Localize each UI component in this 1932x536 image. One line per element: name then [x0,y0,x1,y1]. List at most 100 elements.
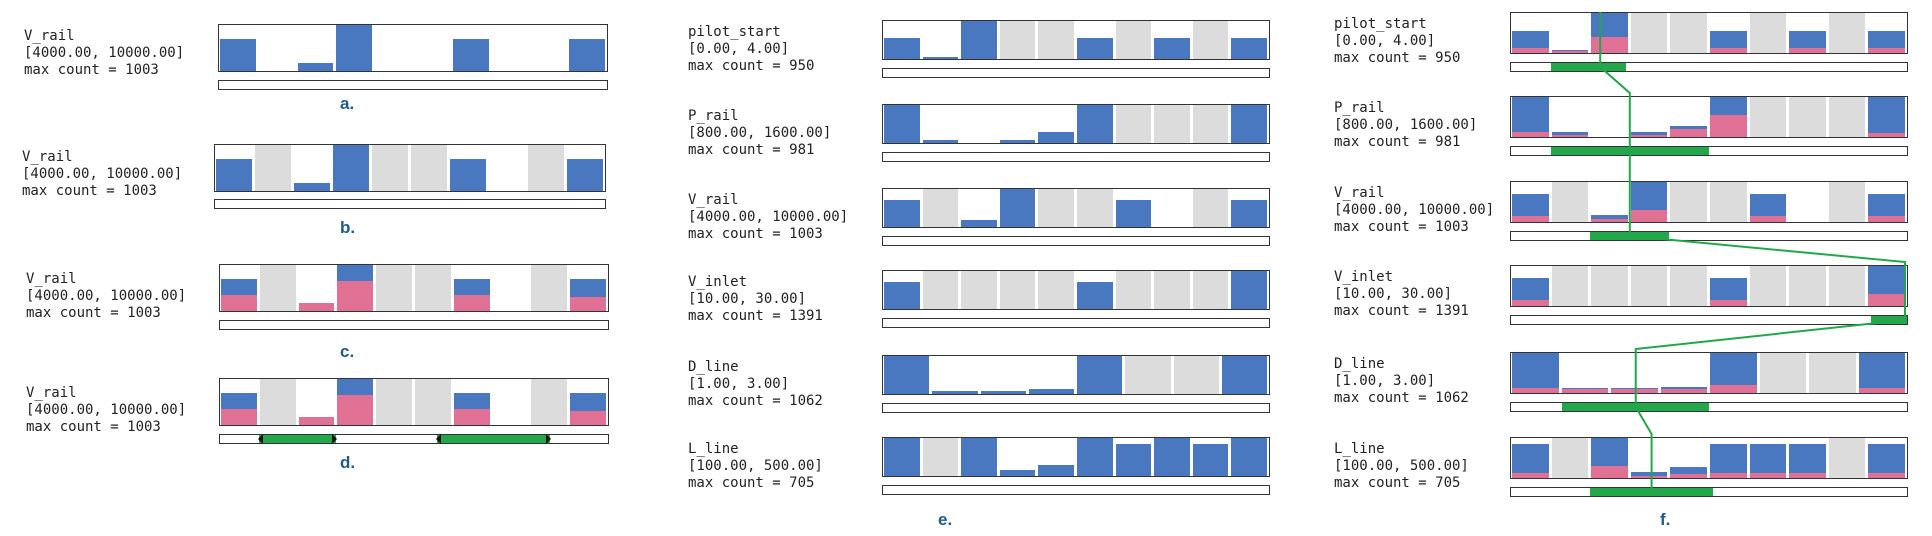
panel-d-range-selection[interactable] [437,435,550,443]
panel-e-bin-deselected[interactable] [1192,189,1229,227]
panel-c-bin-deselected[interactable] [531,265,568,311]
panel-e-bar[interactable] [1231,271,1267,309]
panel-f-bin-deselected[interactable] [1828,97,1866,137]
panel-e-bin-deselected[interactable] [1154,271,1190,309]
panel-f-bin-deselected[interactable] [1551,438,1589,478]
panel-e-bar[interactable] [884,438,920,476]
panel-e-histogram[interactable] [882,104,1270,144]
panel-e-bin-deselected[interactable] [1077,189,1113,227]
panel-c-bin-deselected[interactable] [415,265,451,311]
panel-f-bin-deselected[interactable] [1789,97,1826,137]
panel-f-range-slider[interactable] [1510,487,1908,497]
panel-c-histogram[interactable] [219,264,609,312]
panel-e-bar[interactable] [1038,132,1074,143]
panel-b-bar[interactable] [216,158,252,191]
panel-e-bar[interactable] [1077,105,1113,143]
panel-f-range-selection[interactable] [1590,232,1670,240]
panel-d-handle-left-icon[interactable] [436,434,442,444]
panel-f-range-slider[interactable] [1510,315,1908,325]
panel-a-bar[interactable] [297,62,334,71]
panel-f-bin-deselected[interactable] [1749,97,1787,137]
panel-e-bar[interactable] [999,470,1036,476]
panel-f-bin-deselected[interactable] [1749,13,1787,53]
panel-e-bin-deselected[interactable] [1115,105,1152,143]
panel-f-bin-deselected[interactable] [1828,266,1866,306]
panel-e-bin-deselected[interactable] [999,271,1036,309]
panel-f-histogram[interactable] [1510,352,1908,394]
panel-b-bar[interactable] [567,158,603,191]
panel-e-range-slider[interactable] [882,318,1270,328]
panel-f-range-slider[interactable] [1510,231,1908,241]
panel-e-bar[interactable] [932,391,978,394]
panel-e-bin-deselected[interactable] [1154,105,1190,143]
panel-e-bar[interactable] [999,140,1036,143]
panel-e-histogram[interactable] [882,355,1270,395]
panel-f-histogram[interactable] [1510,437,1908,479]
panel-b-bin-deselected[interactable] [411,145,447,191]
panel-f-bar[interactable] [1512,31,1549,53]
panel-b-bin-deselected[interactable] [372,145,408,191]
panel-f-bar[interactable] [1551,132,1589,137]
panel-d-bin-deselected[interactable] [376,379,412,425]
panel-a-range-slider[interactable] [218,80,608,90]
panel-f-bin-deselected[interactable] [1710,182,1747,222]
panel-f-range-slider[interactable] [1510,146,1908,156]
panel-f-range-slider[interactable] [1510,402,1908,412]
panel-f-range-selection[interactable] [1590,488,1713,496]
panel-f-bin-deselected[interactable] [1828,438,1866,478]
panel-f-bar[interactable] [1512,444,1549,478]
panel-e-bin-deselected[interactable] [1192,105,1229,143]
panel-e-bar[interactable] [1221,356,1267,394]
panel-e-bar[interactable] [1115,443,1152,476]
panel-f-range-selection[interactable] [1562,403,1709,411]
panel-d-bin-deselected[interactable] [415,379,451,425]
panel-e-bin-deselected[interactable] [1173,356,1219,394]
panel-e-bar[interactable] [999,189,1036,227]
panel-f-bin-deselected[interactable] [1630,13,1668,53]
panel-f-bin-deselected[interactable] [1670,182,1707,222]
panel-e-bin-deselected[interactable] [1192,271,1229,309]
panel-f-histogram[interactable] [1510,181,1908,223]
panel-b-bin-deselected[interactable] [528,145,564,191]
panel-d-bin-deselected[interactable] [259,379,296,425]
panel-f-bin-deselected[interactable] [1630,266,1668,306]
panel-f-range-slider[interactable] [1510,62,1908,72]
panel-e-bar[interactable] [961,438,997,476]
panel-c-range-slider[interactable] [219,320,609,330]
panel-e-bar[interactable] [1077,38,1113,59]
panel-b-bin-deselected[interactable] [255,145,291,191]
panel-f-bar[interactable] [1868,97,1905,137]
panel-e-bin-deselected[interactable] [1125,356,1171,394]
panel-e-range-slider[interactable] [882,68,1270,78]
panel-f-bin-deselected[interactable] [1828,13,1866,53]
panel-f-range-selection[interactable] [1871,316,1907,324]
panel-e-range-slider[interactable] [882,403,1270,413]
panel-d-handle-right-icon[interactable] [545,434,551,444]
panel-c-bin-deselected[interactable] [376,265,412,311]
panel-e-range-slider[interactable] [882,152,1270,162]
panel-f-histogram[interactable] [1510,265,1908,307]
panel-e-bar[interactable] [884,38,920,59]
panel-e-bar[interactable] [1154,38,1190,59]
panel-e-bar[interactable] [1192,443,1229,476]
panel-e-bar[interactable] [961,220,997,227]
panel-b-bar[interactable] [294,182,330,191]
panel-c-bin-deselected[interactable] [259,265,296,311]
panel-f-bin-deselected[interactable] [1789,266,1826,306]
panel-f-histogram[interactable] [1510,12,1908,54]
panel-e-bar[interactable] [1231,438,1267,476]
panel-f-range-selection[interactable] [1550,63,1626,71]
panel-e-bar[interactable] [1028,388,1074,394]
panel-e-bar[interactable] [922,140,959,143]
panel-d-range-selection[interactable] [258,435,337,443]
panel-a-bar[interactable] [336,25,373,71]
panel-f-bar[interactable] [1512,97,1549,137]
panel-e-range-slider[interactable] [882,236,1270,246]
panel-e-bin-deselected[interactable] [1192,21,1229,59]
panel-e-histogram[interactable] [882,437,1270,477]
panel-e-bar[interactable] [961,21,997,59]
panel-e-bar[interactable] [1077,282,1113,309]
panel-a-bar[interactable] [569,38,605,71]
panel-b-bar[interactable] [333,145,369,191]
panel-e-bin-deselected[interactable] [1115,21,1152,59]
